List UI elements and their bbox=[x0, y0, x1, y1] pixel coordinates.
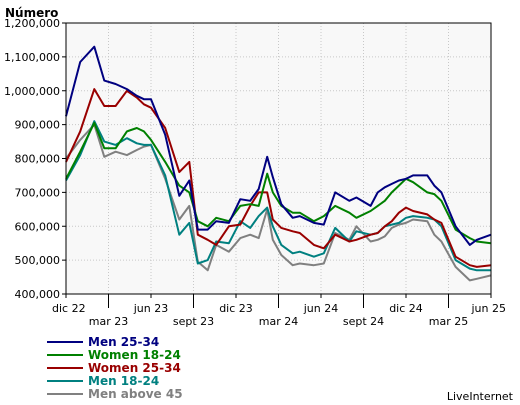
brand-label: LiveInternet bbox=[447, 390, 514, 403]
y-tick-label: 1,000,000 bbox=[4, 85, 60, 98]
y-tick-label: 500,000 bbox=[15, 254, 61, 267]
x-tick-label: mar 25 bbox=[429, 315, 468, 328]
series-line bbox=[65, 120, 491, 272]
x-tick-label: mar 24 bbox=[259, 315, 298, 328]
x-tick-label: dic 22 bbox=[52, 302, 86, 315]
x-tick-label: dic 24 bbox=[389, 302, 423, 315]
plot-frame bbox=[65, 22, 492, 295]
y-tick-label: 1,100,000 bbox=[4, 51, 60, 64]
y-axis-title: Número bbox=[5, 6, 58, 20]
grid-lines bbox=[66, 23, 491, 294]
legend-label: Women 18-24 bbox=[88, 348, 181, 362]
series-line bbox=[65, 123, 492, 282]
x-tick-label: jun 25 bbox=[471, 302, 507, 315]
legend-label: Men 25-34 bbox=[88, 335, 159, 349]
y-tick-label: 400,000 bbox=[15, 288, 61, 301]
series-line bbox=[65, 121, 492, 245]
y-axis-ticks: 400,000 500,000 600,000 700,000 800,000 900,0… bbox=[4, 17, 66, 301]
y-tick-label: 900,000 bbox=[15, 119, 61, 132]
y-tick-label: 800,000 bbox=[15, 153, 61, 166]
legend-label: Men above 45 bbox=[88, 387, 183, 401]
x-tick-label: dic 23 bbox=[219, 302, 253, 315]
legend-label: Women 25-34 bbox=[88, 361, 181, 375]
y-tick-label: 600,000 bbox=[15, 220, 61, 233]
x-tick-label: mar 23 bbox=[89, 315, 128, 328]
legend-label: Men 18-24 bbox=[88, 374, 159, 388]
y-tick-label: 1,200,000 bbox=[4, 17, 60, 30]
x-tick-label: jun 24 bbox=[303, 302, 339, 315]
x-tick-label: sept 23 bbox=[173, 315, 214, 328]
x-tick-label: jun 23 bbox=[133, 302, 169, 315]
y-tick-label: 700,000 bbox=[15, 186, 61, 199]
series-line bbox=[65, 45, 492, 246]
x-tick-label: sept 24 bbox=[343, 315, 384, 328]
series-lines bbox=[65, 45, 492, 282]
series-line bbox=[65, 88, 492, 268]
